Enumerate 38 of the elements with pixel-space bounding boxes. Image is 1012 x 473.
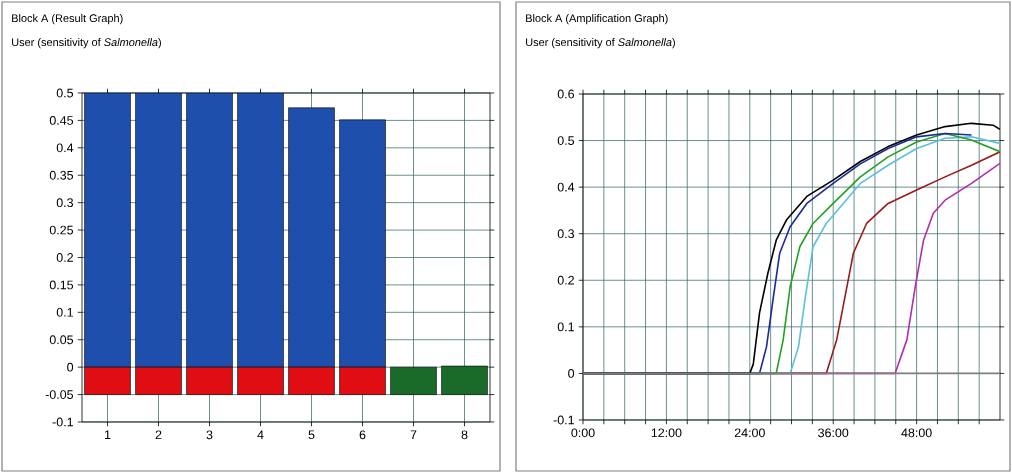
x-tick-label: 48:00 <box>901 428 932 438</box>
y-tick-label: 0.5 <box>56 88 74 98</box>
x-tick-label: 6 <box>359 430 366 440</box>
chart-subtitle: User (sensitivity of Salmonella) <box>526 38 675 49</box>
y-tick-label: 0.05 <box>49 335 74 345</box>
y-tick-label: 0.2 <box>557 275 574 285</box>
y-tick-label: 0.1 <box>56 307 73 317</box>
x-tick-label: 0:00 <box>571 428 595 438</box>
x-tick-label: 24:00 <box>734 428 765 438</box>
x-tick-label: 2 <box>155 430 162 440</box>
y-tick-label: 0.2 <box>56 253 73 262</box>
x-tick-label: 7 <box>410 430 417 439</box>
y-tick-label: 0.6 <box>557 89 575 99</box>
x-tick-label: 5 <box>308 430 315 440</box>
y-tick-label: -0.1 <box>553 415 574 425</box>
y-tick-label: 0.45 <box>49 116 74 125</box>
chart-title: Block A (Amplification Graph) <box>526 14 668 25</box>
chart-title: Block A (Result Graph) <box>12 14 123 25</box>
x-tick-label: 3 <box>206 430 213 440</box>
x-tick-label: 12:00 <box>651 428 682 438</box>
y-tick-label: 0.4 <box>56 143 74 153</box>
y-tick-label: 0 <box>568 369 575 378</box>
y-tick-label: 0.1 <box>557 322 574 332</box>
y-tick-label: 0.35 <box>49 170 74 180</box>
y-tick-label: 0.3 <box>56 198 74 208</box>
chart-subtitle: User (sensitivity of Salmonella) <box>12 38 161 49</box>
x-tick-label: 4 <box>257 430 264 439</box>
y-tick-label: -0.1 <box>52 417 73 427</box>
y-tick-label: 0 <box>67 362 74 372</box>
x-tick-label: 8 <box>461 430 468 440</box>
y-tick-label: 0.25 <box>49 225 74 235</box>
y-tick-label: 0.4 <box>557 182 575 192</box>
y-tick-label: 0.5 <box>557 136 575 145</box>
y-tick-label: 0.3 <box>557 229 575 239</box>
x-tick-label: 1 <box>105 430 111 439</box>
y-tick-label: -0.05 <box>45 390 74 399</box>
y-tick-label: 0.15 <box>49 280 74 290</box>
x-tick-label: 36:00 <box>818 428 849 438</box>
